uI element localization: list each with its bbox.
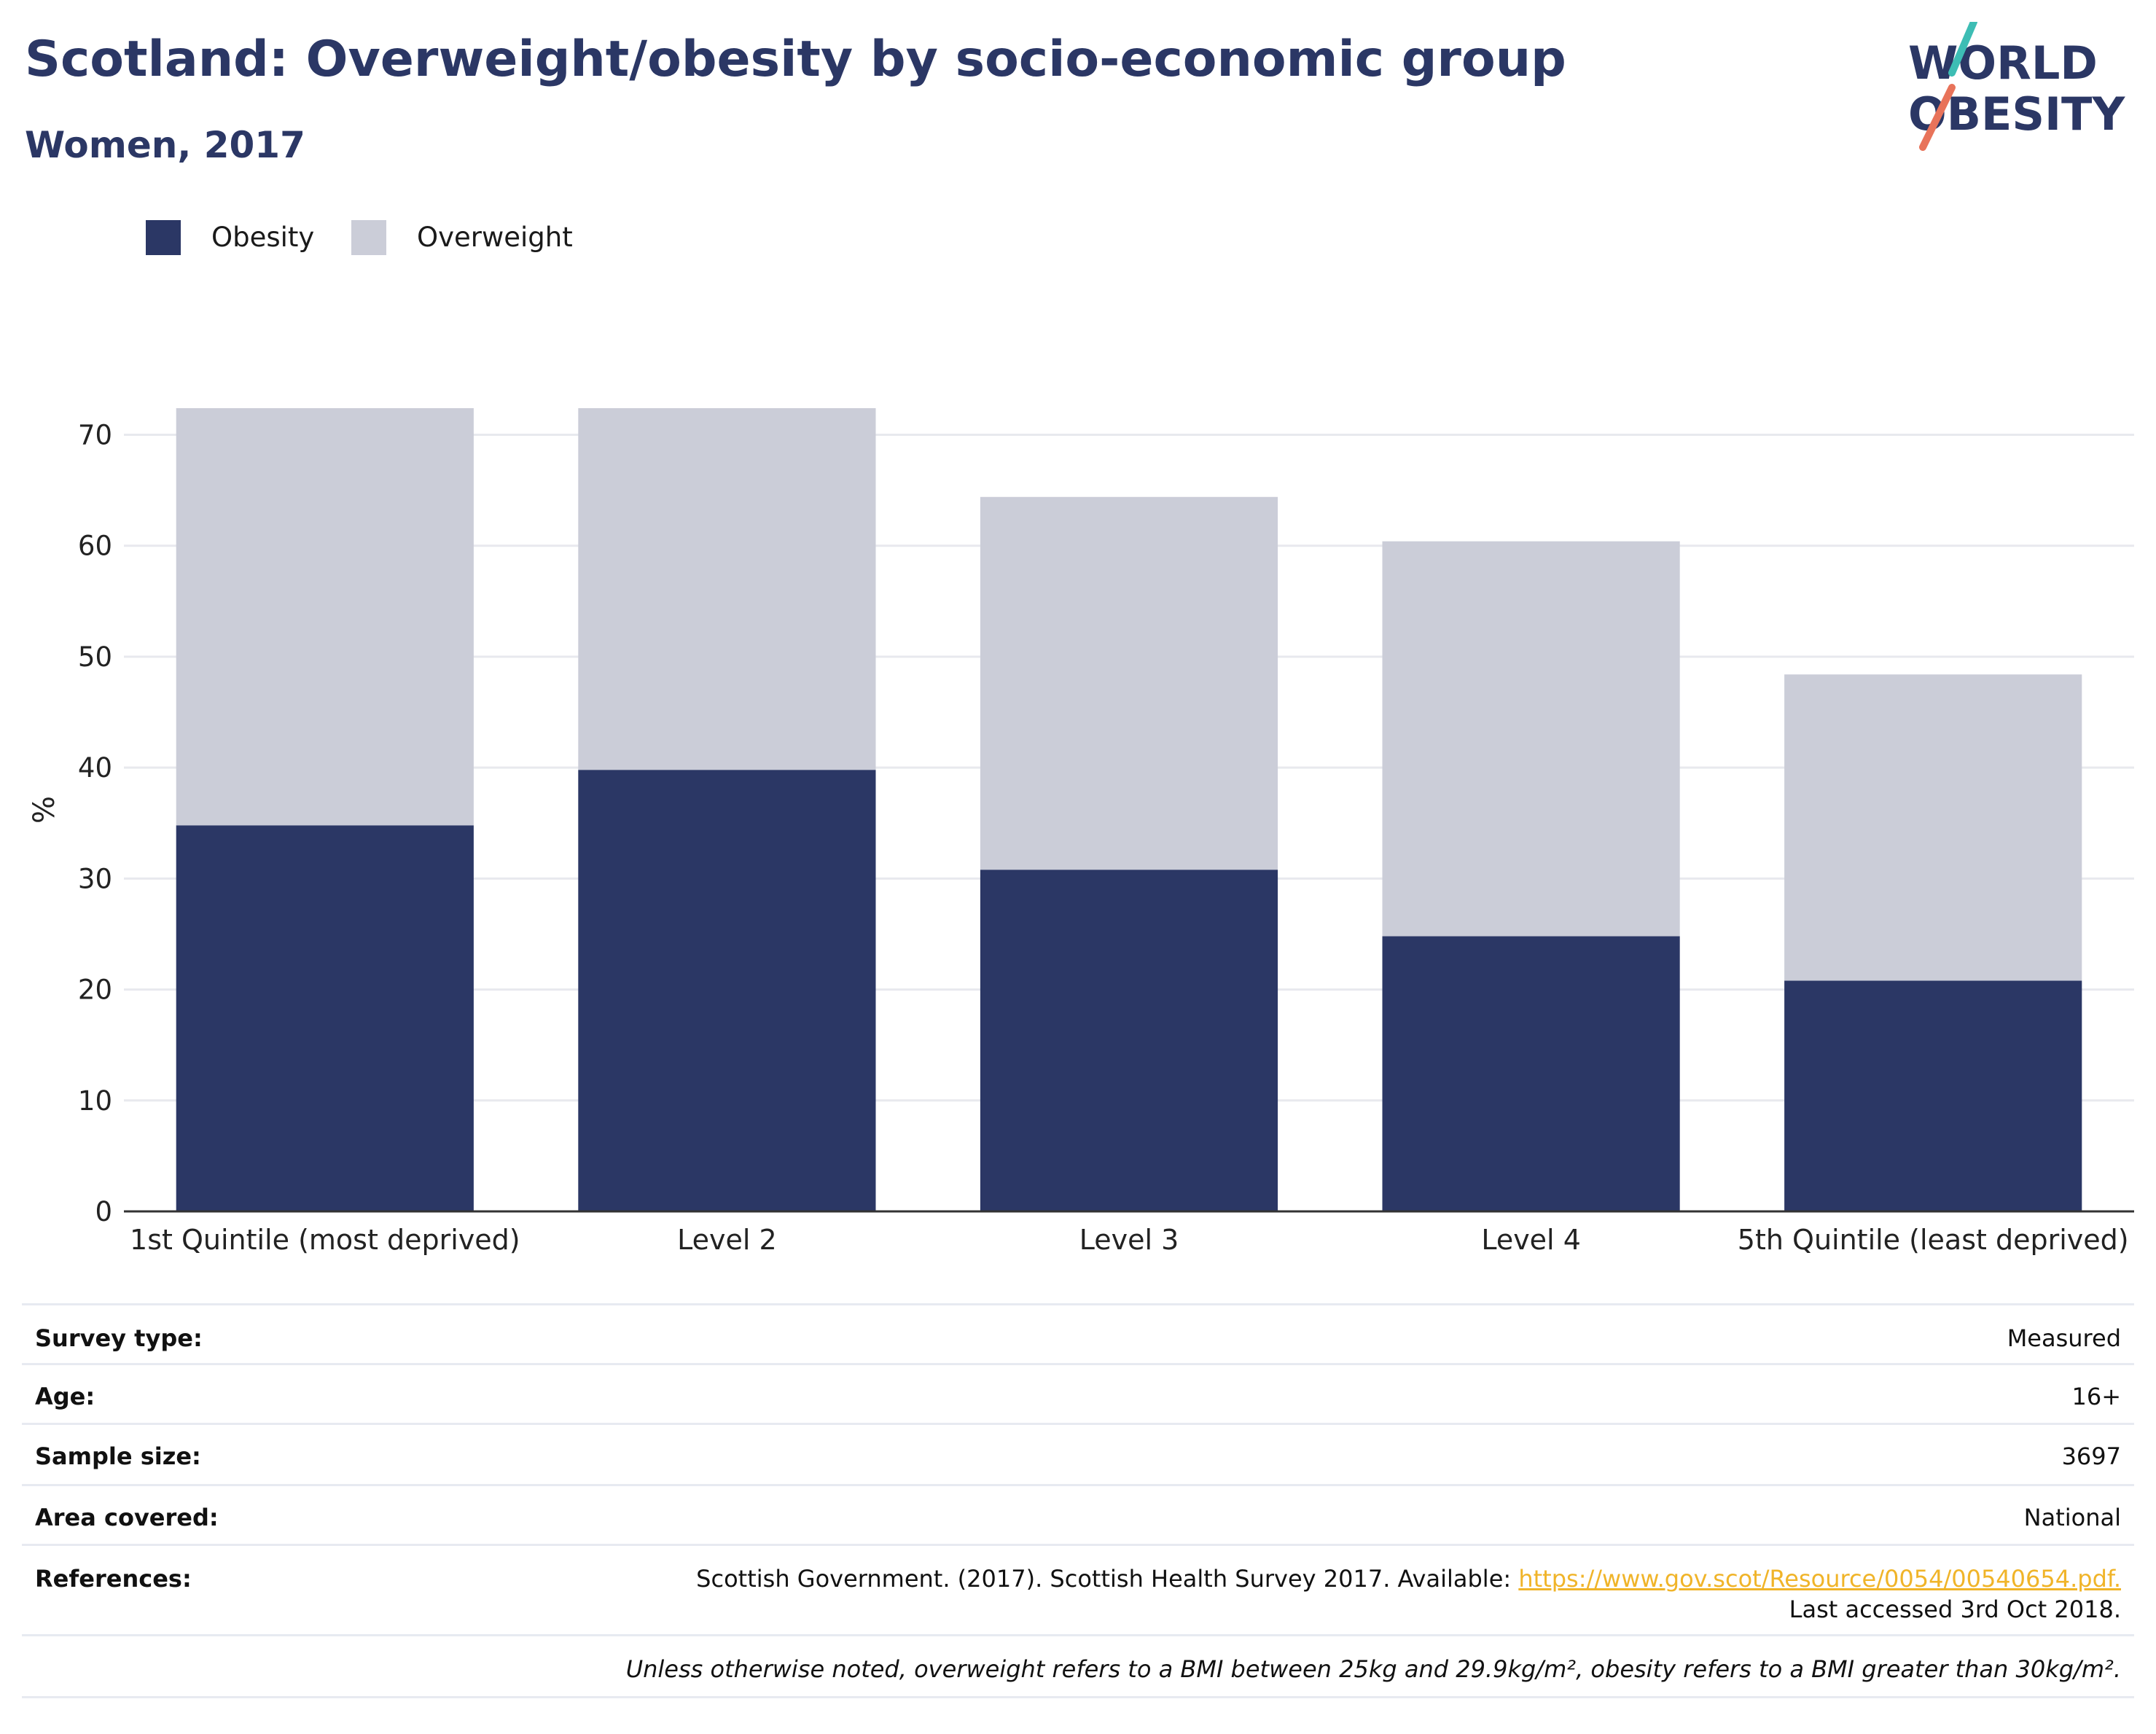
y-tick-label: 0 [95,1196,112,1227]
reference-text-after: Last accessed 3rd Oct 2018. [1789,1596,2121,1623]
bar-obesity-4[interactable] [1784,980,2082,1211]
meta-value-sample-size: 3697 [2061,1442,2121,1470]
meta-row-footnote: Unless otherwise noted, overweight refer… [22,1634,2134,1698]
y-tick-label: 70 [78,420,112,451]
legend-swatch-overweight [351,220,386,255]
chart-title: Scotland: Overweight/obesity by socio-ec… [25,31,1566,88]
x-tick-label: 5th Quintile (least deprived) [1738,1224,2129,1256]
meta-row-age: Age: 16+ [22,1363,2134,1425]
meta-row-area-covered: Area covered: National [22,1484,2134,1546]
meta-value-survey-type: Measured [2007,1324,2121,1352]
meta-key-references: References: [35,1565,192,1593]
meta-key-age: Age: [35,1383,95,1410]
reference-link[interactable]: https://www.gov.scot/Resource/0054/00540… [1518,1565,2121,1593]
bar-obesity-3[interactable] [1382,936,1680,1211]
bar-overweight-0[interactable] [176,408,474,826]
meta-row-survey-type: Survey type: Measured [22,1303,2134,1365]
meta-key-area-covered: Area covered: [35,1504,219,1531]
y-tick-label: 30 [78,863,112,894]
y-tick-label: 20 [78,975,112,1006]
logo-slash-coral-icon [1919,84,1956,151]
meta-key-sample-size: Sample size: [35,1442,201,1470]
logo-slash-teal-icon [1948,22,1977,77]
world-obesity-logo: WORLD OBESITY [1908,22,2125,151]
bar-overweight-4[interactable] [1784,674,2082,981]
chart-subtitle: Women, 2017 [25,124,305,166]
bar-obesity-1[interactable] [578,770,876,1211]
bar-overweight-2[interactable] [980,496,1278,870]
reference-text: Scottish Government. (2017). Scottish He… [696,1565,1519,1593]
bar-overweight-1[interactable] [578,408,876,770]
bar-obesity-0[interactable] [176,825,474,1211]
y-tick-label: 40 [78,752,112,784]
meta-value-references: Scottish Government. (2017). Scottish He… [663,1563,2121,1625]
x-tick-label: Level 3 [1079,1224,1179,1256]
y-tick-label: 10 [78,1085,112,1117]
definition-footnote: Unless otherwise noted, overweight refer… [625,1655,2121,1683]
legend-label-obesity: Obesity [211,222,315,253]
legend-label-overweight: Overweight [417,222,573,253]
bar-obesity-2[interactable] [980,870,1278,1211]
meta-value-area-covered: National [2023,1504,2121,1531]
y-tick-label: 60 [78,531,112,562]
meta-value-age: 16+ [2071,1383,2121,1410]
legend-swatch-obesity [146,220,181,255]
meta-row-references: References: Scottish Government. (2017).… [22,1544,2134,1636]
meta-key-survey-type: Survey type: [35,1324,203,1352]
y-axis-label: % [28,796,61,824]
meta-row-sample-size: Sample size: 3697 [22,1423,2134,1486]
x-tick-label: 1st Quintile (most deprived) [130,1224,520,1256]
logo-text-world: WORLD [1908,36,2098,90]
x-tick-label: Level 2 [677,1224,777,1256]
x-tick-label: Level 4 [1481,1224,1581,1256]
y-tick-label: 50 [78,641,112,673]
bar-overweight-3[interactable] [1382,541,1680,937]
stacked-bar-chart: 0 10 20 30 40 50 60 70% 1st Quintile (most depri… [28,408,2134,1256]
